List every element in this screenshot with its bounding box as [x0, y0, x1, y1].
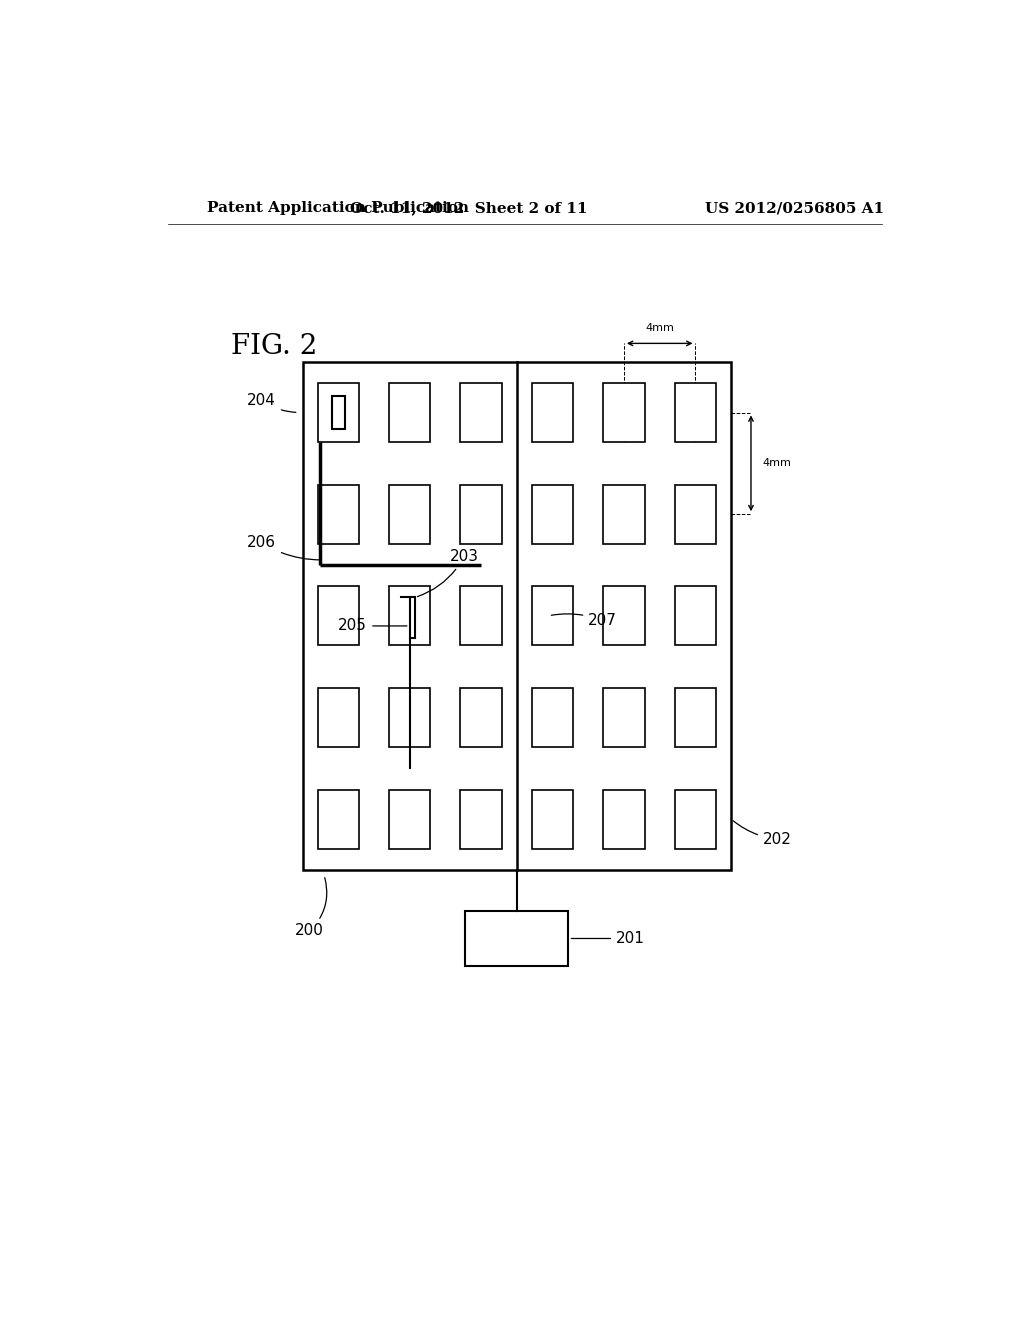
Bar [675, 688, 716, 747]
Text: 206: 206 [247, 535, 321, 560]
Bar [603, 688, 645, 747]
Bar [389, 484, 430, 544]
Bar [461, 789, 502, 849]
Bar [531, 688, 573, 747]
Text: 203: 203 [418, 549, 478, 597]
Bar [675, 484, 716, 544]
Bar [317, 586, 359, 645]
Text: 205: 205 [338, 619, 407, 634]
Bar [603, 586, 645, 645]
Bar [389, 586, 430, 645]
Bar [317, 484, 359, 544]
Bar [675, 789, 716, 849]
Bar [389, 688, 430, 747]
Text: 200: 200 [295, 878, 327, 939]
Text: Oct. 11, 2012  Sheet 2 of 11: Oct. 11, 2012 Sheet 2 of 11 [350, 201, 588, 215]
Text: 201: 201 [571, 931, 645, 946]
Bar [461, 484, 502, 544]
Bar [317, 789, 359, 849]
Bar [531, 383, 573, 442]
Bar [465, 911, 568, 966]
Bar [603, 789, 645, 849]
Text: 204: 204 [247, 393, 296, 412]
Text: 202: 202 [733, 821, 792, 847]
Text: 207: 207 [551, 614, 617, 628]
Bar [461, 383, 502, 442]
Text: 4mm: 4mm [645, 323, 674, 333]
Bar [603, 484, 645, 544]
Bar [461, 586, 502, 645]
Bar [303, 362, 731, 870]
Text: FIG. 2: FIG. 2 [231, 333, 317, 360]
Bar [531, 484, 573, 544]
Bar [675, 383, 716, 442]
Text: Patent Application Publication: Patent Application Publication [207, 201, 469, 215]
Text: US 2012/0256805 A1: US 2012/0256805 A1 [706, 201, 884, 215]
Bar [317, 383, 359, 442]
Bar [531, 586, 573, 645]
Bar [317, 688, 359, 747]
Bar [389, 789, 430, 849]
Text: 4mm: 4mm [763, 458, 792, 469]
Bar [675, 586, 716, 645]
Bar [603, 383, 645, 442]
Bar [531, 789, 573, 849]
Bar [332, 396, 345, 429]
Bar [461, 688, 502, 747]
Bar [389, 383, 430, 442]
